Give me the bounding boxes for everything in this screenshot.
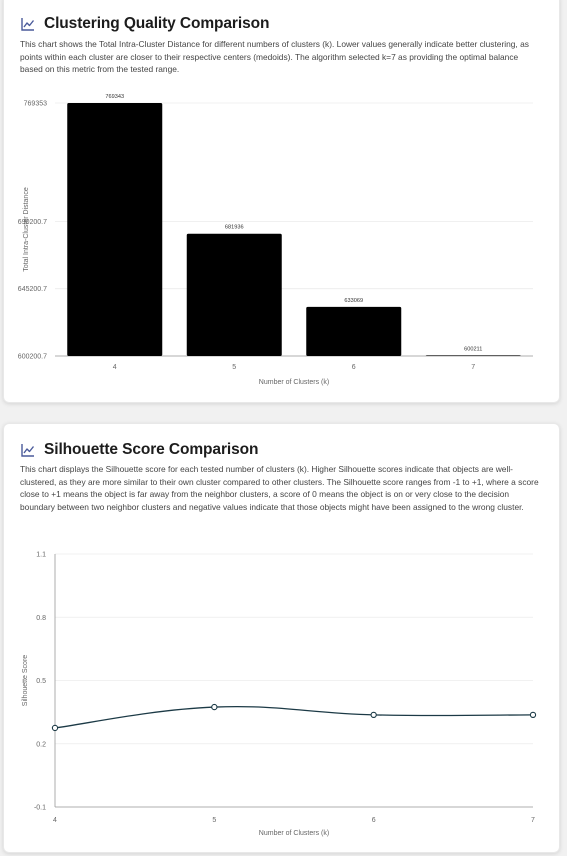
bar-data-label: 681936	[225, 225, 244, 231]
y-tick-label: 1.1	[36, 552, 46, 559]
bar-k6	[306, 306, 402, 356]
silhouette-score-card: Silhouette Score Comparison This chart d…	[3, 423, 560, 853]
y-tick-label: 645200.7	[18, 286, 47, 293]
y-tick-label: 600200.7	[18, 354, 47, 361]
bar-k4	[67, 103, 163, 356]
intra-cluster-distance-bar-chart: 600200.7 645200.7 690200.7 769353 769343 4 681…	[18, 94, 533, 386]
y-tick-label: 0.8	[36, 615, 46, 622]
bar-data-label: 633069	[344, 298, 363, 304]
x-tick-label: 4	[113, 364, 117, 371]
bar-k5	[186, 233, 282, 356]
x-tick-label: 7	[531, 817, 535, 824]
bar-data-label: 600211	[464, 346, 482, 352]
y-tick-label: 769353	[24, 101, 47, 108]
x-tick-label: 7	[471, 364, 475, 371]
x-tick-label: 6	[352, 364, 356, 371]
silhouette-series-line	[54, 705, 534, 729]
data-point-k4	[51, 724, 59, 732]
line-chart-icon	[21, 444, 35, 457]
silhouette-score-line-chart: -0.1 0.2 0.5 0.8 1.1 4 5 6 7 Number of Clusters (…	[22, 552, 537, 837]
x-tick-label: 6	[372, 817, 376, 824]
data-point-k6	[370, 711, 377, 719]
silhouette-score-title: Silhouette Score Comparison	[44, 441, 259, 458]
y-axis-title: Total Intra-Cluster Distance	[23, 187, 30, 272]
y-tick-label: 0.5	[36, 678, 46, 685]
clustering-quality-description: This chart shows the Total Intra-Cluster…	[20, 39, 529, 75]
data-point-k7	[529, 711, 537, 719]
x-tick-label: 5	[232, 364, 236, 371]
x-tick-label: 5	[212, 817, 216, 824]
silhouette-score-header: Silhouette Score Comparison	[20, 441, 258, 459]
clustering-quality-title: Clustering Quality Comparison	[44, 15, 270, 32]
x-axis-title: Number of Clusters (k)	[259, 379, 329, 386]
silhouette-score-description: This chart displays the Silhouette score…	[20, 464, 539, 512]
clustering-quality-header: Clustering Quality Comparison	[20, 15, 269, 33]
clustering-quality-card: Clustering Quality Comparison This chart…	[3, 0, 560, 403]
y-axis-title: Silhouette Score	[22, 655, 29, 706]
x-axis-title: Number of Clusters (k)	[259, 830, 329, 837]
data-point-k5	[211, 703, 218, 711]
y-tick-label: 0.2	[36, 741, 46, 748]
bar-data-label: 769343	[105, 94, 124, 100]
y-tick-label: 690200.7	[18, 219, 47, 226]
line-chart-icon	[21, 18, 35, 31]
y-tick-label: -0.1	[34, 805, 46, 812]
bar-k7	[425, 355, 521, 356]
x-tick-label: 4	[53, 817, 57, 824]
